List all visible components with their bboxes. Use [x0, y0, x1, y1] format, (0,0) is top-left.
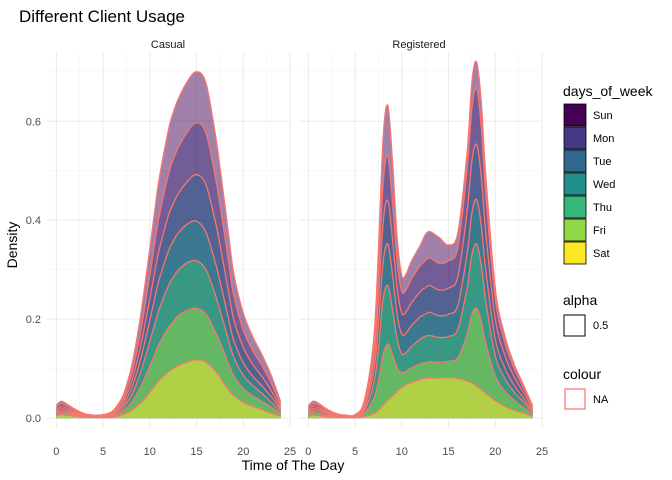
- legend-key-thu: [563, 195, 587, 219]
- x-tick-label: 20: [489, 446, 501, 458]
- x-axis-title: Time of The Day: [242, 457, 345, 473]
- outline-registered-sat: [308, 376, 533, 419]
- legend-label-tue: Tue: [593, 156, 612, 168]
- x-tick-label: 0: [53, 446, 59, 458]
- legend-key-wed: [563, 172, 587, 196]
- x-tick-label: 10: [144, 446, 156, 458]
- legend-label-fri: Fri: [593, 225, 606, 237]
- panel-registered: Registered: [299, 39, 543, 428]
- y-axis: 0.0 0.2 0.4 0.6: [26, 116, 41, 425]
- y-tick-label: 0.4: [26, 215, 41, 227]
- area-casual-sat: [56, 359, 281, 419]
- x-tick-label: 10: [396, 446, 408, 458]
- chart-title: Different Client Usage: [19, 7, 185, 26]
- legend-label-sat: Sat: [593, 248, 610, 260]
- legend-key-colour: [564, 388, 586, 410]
- x-tick-label: 25: [284, 446, 296, 458]
- legend-title-colour: colour: [563, 366, 601, 382]
- x-tick-label: 15: [190, 446, 202, 458]
- legend-label-wed: Wed: [593, 179, 615, 191]
- x-tick-label: 25: [536, 446, 548, 458]
- y-tick-label: 0.2: [26, 314, 41, 326]
- legend-key-mon: [563, 126, 587, 150]
- x-tick-label: 5: [352, 446, 358, 458]
- legend-key-sun: [563, 103, 587, 127]
- y-tick-label: 0.6: [26, 116, 41, 128]
- legend-label-colour: NA: [593, 394, 609, 406]
- area-registered-sat: [308, 377, 533, 419]
- strip-label-casual: Casual: [151, 39, 185, 51]
- y-tick-label: 0.0: [26, 413, 41, 425]
- legend-key-sat: [563, 241, 587, 265]
- x-tick-label: 20: [237, 446, 249, 458]
- legend-days-items: Sun Mon Tue Wed Thu Fri Sat: [563, 103, 615, 265]
- legend-title-alpha: alpha: [563, 292, 597, 308]
- outline-casual-sat: [56, 359, 281, 419]
- panel-casual: Casual: [47, 39, 291, 428]
- x-tick-label: 15: [442, 446, 454, 458]
- legend-key-alpha: [563, 314, 586, 337]
- x-tick-label: 0: [305, 446, 311, 458]
- legend-label-alpha: 0.5: [593, 320, 608, 332]
- x-axis: 0 5 10 15 20 25 0 5 10 15 20 25: [53, 446, 548, 458]
- legend-label-thu: Thu: [593, 202, 612, 214]
- legend-key-fri: [563, 218, 587, 242]
- x-tick-label: 5: [100, 446, 106, 458]
- legend-key-tue: [563, 149, 587, 173]
- strip-label-registered: Registered: [392, 39, 445, 51]
- areas-registered: [307, 60, 534, 419]
- legend: days_of_week Sun Mon Tue Wed Thu Fri Sat alpha…: [563, 83, 654, 410]
- legend-label-sun: Sun: [593, 110, 613, 122]
- areas-casual: [55, 71, 282, 419]
- y-axis-title: Density: [4, 222, 20, 269]
- legend-title-days: days_of_week: [563, 83, 654, 99]
- legend-label-mon: Mon: [593, 133, 614, 145]
